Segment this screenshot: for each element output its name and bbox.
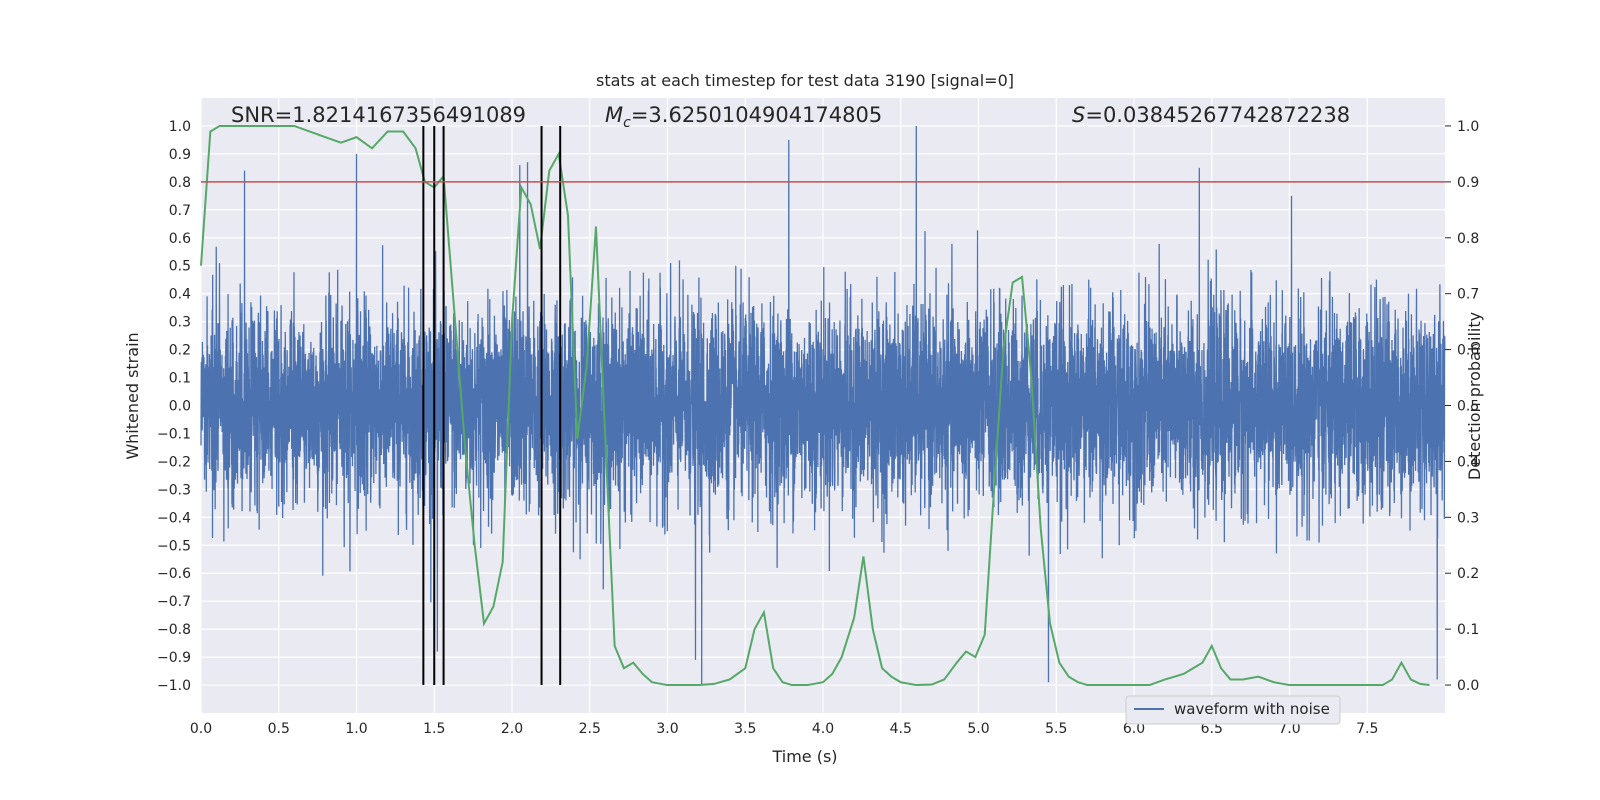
y-right-tick-label: 0.2 xyxy=(1457,566,1479,582)
waveform-line xyxy=(200,125,1446,686)
y-right-tick-label: 0.3 xyxy=(1457,510,1479,526)
y-left-tick-label: −0.1 xyxy=(157,426,191,442)
s-symbol: S xyxy=(1072,103,1085,127)
x-tick-label: 7.0 xyxy=(1278,721,1300,737)
chart-title: stats at each timestep for test data 319… xyxy=(596,71,1014,90)
y-left-tick-label: −0.4 xyxy=(157,510,191,526)
y-left-tick-label: 0.0 xyxy=(169,399,191,415)
legend-box xyxy=(1125,695,1341,725)
y-left-tick-label: −0.8 xyxy=(157,622,191,638)
y-left-tick-label: −0.3 xyxy=(157,482,191,498)
y-left-tick-label: 1.0 xyxy=(169,119,191,135)
waveform-series xyxy=(200,125,1446,686)
y-left-tick-label: −0.2 xyxy=(157,454,191,470)
y-left-tick-label: 0.8 xyxy=(169,175,191,191)
y-right-tick-label: 0.0 xyxy=(1457,678,1479,694)
y-left-tick-label: 0.6 xyxy=(169,231,191,247)
x-tick-label: 4.0 xyxy=(812,721,834,737)
x-tick-label: 0.0 xyxy=(190,721,212,737)
y-right-tick-label: 0.6 xyxy=(1457,343,1479,359)
y-left-tick-label: 0.5 xyxy=(169,259,191,275)
y-left-tick-label: −1.0 xyxy=(157,678,191,694)
y-right-tick-label: 0.8 xyxy=(1457,231,1479,247)
x-tick-label: 6.0 xyxy=(1123,721,1145,737)
vertical-markers xyxy=(422,125,562,686)
detection-probability-series xyxy=(200,124,1430,687)
x-tick-label: 3.0 xyxy=(656,721,678,737)
x-tick-label: 5.0 xyxy=(967,721,989,737)
s-value: =0.03845267742872238 xyxy=(1085,103,1350,127)
y-left-tick-label: 0.9 xyxy=(169,147,191,163)
y-left-tick-label: 0.4 xyxy=(169,287,191,303)
y-right-tick-label: 0.1 xyxy=(1457,622,1479,638)
chirp-mass-subscript: c xyxy=(623,115,631,131)
y-left-tick-label: 0.7 xyxy=(169,203,191,219)
y-left-tick-label: −0.7 xyxy=(157,594,191,610)
y-right-tick-labels: 1.0 0.9 0.8 0.7 0.6 0.5 0.4 0.3 0.2 0.1 0.0 xyxy=(1445,119,1479,694)
y-right-tick-label: 0.7 xyxy=(1457,287,1479,303)
y-left-tick-label: −0.5 xyxy=(157,538,191,554)
x-tick-label: 7.5 xyxy=(1356,721,1378,737)
x-tick-label: 1.0 xyxy=(345,721,367,737)
chirp-mass-symbol: M xyxy=(605,103,623,127)
y-left-tick-labels: 1.0 0.9 0.8 0.7 0.6 0.5 0.4 0.3 0.2 0.1 0.0 −0.1 −0.… xyxy=(157,119,191,694)
x-tick-label: 0.5 xyxy=(268,721,290,737)
y-left-tick-label: −0.6 xyxy=(157,566,191,582)
snr-annotation: SNR=1.8214167356491089 xyxy=(231,103,526,127)
y-left-tick-label: 0.1 xyxy=(169,371,191,387)
y-left-tick-label: −0.9 xyxy=(157,650,191,666)
x-tick-label: 5.5 xyxy=(1045,721,1067,737)
x-axis-label: Time (s) xyxy=(771,747,837,766)
x-tick-label: 3.5 xyxy=(734,721,756,737)
chirp-mass-annotation: Mc=3.6250104904174805 xyxy=(605,103,882,131)
x-tick-label: 6.5 xyxy=(1201,721,1223,737)
x-tick-label: 2.5 xyxy=(579,721,601,737)
y-right-tick-label: 0.5 xyxy=(1457,399,1479,415)
x-tick-label: 4.5 xyxy=(890,721,912,737)
x-tick-label: 2.0 xyxy=(501,721,523,737)
s-annotation: S=0.03845267742872238 xyxy=(1072,103,1350,127)
y-axis-label-right: Detection probability xyxy=(1465,312,1484,480)
y-right-tick-label: 0.9 xyxy=(1457,175,1479,191)
y-axis-label-left: Whitened strain xyxy=(123,332,142,459)
y-right-tick-label: 0.4 xyxy=(1457,454,1479,470)
x-tick-labels: 0.0 0.5 1.0 1.5 2.0 2.5 3.0 3.5 4.0 4.5 5.0 5.5 6.0 6… xyxy=(190,721,1379,737)
y-left-tick-label: 0.3 xyxy=(169,315,191,331)
y-left-tick-label: 0.2 xyxy=(169,343,191,359)
legend: waveform with noise xyxy=(1125,695,1341,725)
chirp-mass-value: =3.6250104904174805 xyxy=(631,103,882,127)
y-right-tick-label: 1.0 xyxy=(1457,119,1479,135)
detection-probability-line xyxy=(200,124,1430,687)
legend-label-waveform: waveform with noise xyxy=(1174,700,1330,718)
x-tick-label: 1.5 xyxy=(423,721,445,737)
